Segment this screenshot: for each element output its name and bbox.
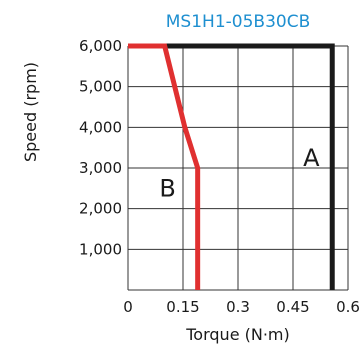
series-labels: AB (159, 144, 320, 203)
series-label-a: A (303, 144, 320, 172)
y-tick-label: 1,000 (79, 240, 122, 258)
series-line-b (128, 43, 201, 290)
y-tick-label: 3,000 (79, 159, 122, 177)
y-tick-label: 2,000 (79, 200, 122, 218)
x-axis-label: Torque (N·m) (185, 325, 290, 344)
y-tick-label: 4,000 (79, 118, 122, 136)
x-tick-label: 0.45 (276, 298, 309, 316)
series-label-b: B (159, 174, 175, 202)
y-tick-label: 5,000 (79, 78, 122, 96)
series-lines (128, 43, 335, 290)
x-tick-labels: 0 0.15 0.3 0.45 0.6 (123, 298, 360, 316)
y-tick-labels: 1,000 2,000 3,000 4,000 5,000 6,000 (79, 37, 122, 258)
series-line-a (128, 43, 335, 290)
x-tick-label: 0.6 (336, 298, 360, 316)
x-tick-label: 0.15 (166, 298, 199, 316)
x-tick-label: 0 (123, 298, 133, 316)
chart-title: MS1H1-05B30CB (166, 12, 310, 32)
y-tick-label: 6,000 (79, 37, 122, 55)
y-axis-label: Speed (rpm) (21, 62, 40, 162)
x-tick-label: 0.3 (226, 298, 250, 316)
